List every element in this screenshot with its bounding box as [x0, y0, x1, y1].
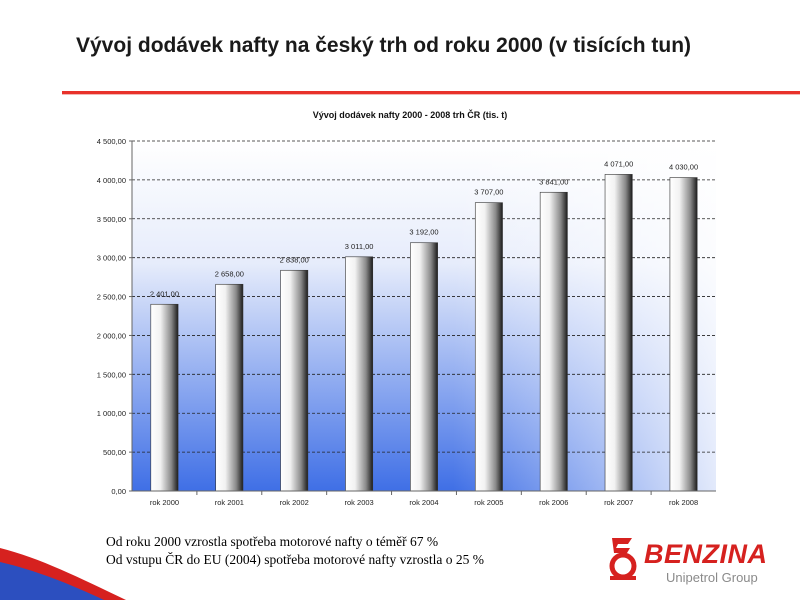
bar [150, 303, 179, 492]
data-label: 4 071,00 [604, 159, 633, 168]
bar [474, 202, 503, 492]
data-label: 4 030,00 [669, 163, 698, 172]
brand-subtitle: Unipetrol Group [666, 570, 758, 585]
x-tick-label: rok 2007 [604, 498, 633, 507]
x-tick-label: rok 2004 [409, 498, 438, 507]
x-tick-label: rok 2002 [280, 498, 309, 507]
x-tick-label: rok 2005 [474, 498, 503, 507]
y-axis-ticks: 0,00 500,00 1 000,00 1 500,00 2 000,00 2 500,… [97, 137, 132, 496]
y-tick-label: 0,00 [111, 487, 126, 496]
data-labels: 2 401,00 2 658,00 2 838,00 3 011,00 3 192,00… [150, 159, 698, 298]
y-tick-label: 3 000,00 [97, 254, 126, 263]
title-rule [62, 91, 800, 94]
data-label: 3 192,00 [409, 228, 438, 237]
x-axis-ticks: rok 2000 rok 2001 rok 2002 rok 2003 rok 2004… [150, 491, 698, 507]
notes: Od roku 2000 vzrostla spotřeba motorové … [106, 533, 484, 569]
x-tick-label: rok 2008 [669, 498, 698, 507]
y-tick-label: 1 000,00 [97, 409, 126, 418]
data-label: 3 707,00 [474, 188, 503, 197]
data-label: 3 841,00 [539, 177, 568, 186]
y-tick-label: 3 500,00 [97, 215, 126, 224]
y-tick-label: 500,00 [103, 448, 126, 457]
title-rule-shadow [62, 94, 800, 95]
chart-title: Vývoj dodávek nafty 2000 - 2008 trh ČR (… [313, 109, 508, 120]
y-tick-label: 2 000,00 [97, 331, 126, 340]
bar [280, 269, 309, 492]
note-1: Od roku 2000 vzrostla spotřeba motorové … [106, 534, 439, 549]
data-label: 3 011,00 [345, 242, 374, 251]
brand-name: BENZINA [644, 539, 768, 569]
y-tick-label: 2 500,00 [97, 293, 126, 302]
bar [539, 191, 568, 492]
bar [215, 283, 244, 492]
brand-logo: BENZINA Unipetrol Group [606, 536, 786, 590]
y-tick-label: 4 500,00 [97, 137, 126, 146]
bars [150, 174, 698, 492]
bar [604, 174, 633, 492]
data-label: 2 401,00 [150, 289, 179, 298]
slide-title: Vývoj dodávek nafty na český trh od roku… [76, 34, 692, 57]
y-tick-label: 1 500,00 [97, 370, 126, 379]
corner-swoosh [0, 548, 126, 600]
bar [669, 177, 698, 492]
bar [410, 242, 438, 492]
y-tick-label: 4 000,00 [97, 176, 126, 185]
benzina-mark-icon [609, 538, 637, 580]
data-label: 2 658,00 [215, 269, 244, 278]
bar [345, 256, 374, 492]
note-2: Od vstupu ČR do EU (2004) spotřeba motor… [106, 552, 484, 567]
x-tick-label: rok 2000 [150, 498, 179, 507]
x-tick-label: rok 2001 [215, 498, 244, 507]
x-tick-label: rok 2003 [345, 498, 374, 507]
x-tick-label: rok 2006 [539, 498, 568, 507]
data-label: 2 838,00 [280, 255, 309, 264]
